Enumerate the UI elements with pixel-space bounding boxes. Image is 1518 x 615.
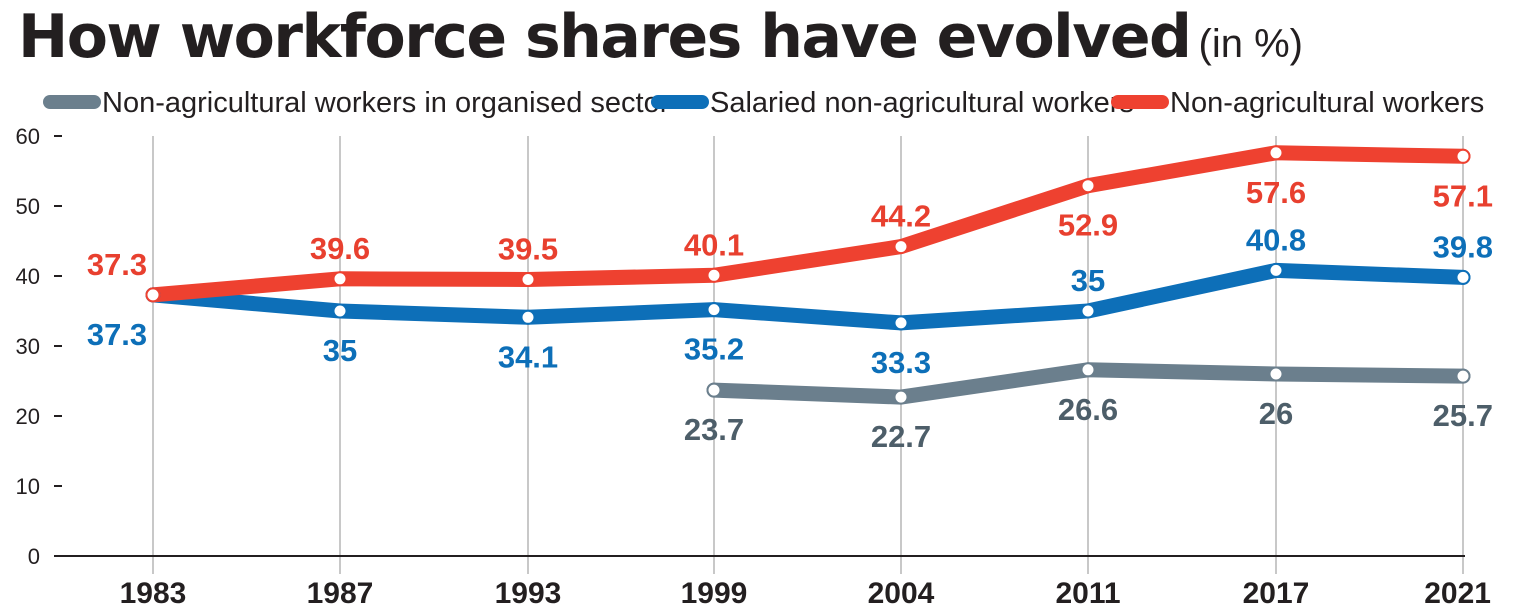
data-label-non-agricultural-workers-in-organised-sector: 26 bbox=[1259, 396, 1293, 431]
data-label-non-agricultural-workers-in-organised-sector: 26.6 bbox=[1058, 392, 1118, 427]
x-tick-label: 2004 bbox=[868, 577, 935, 610]
series-points bbox=[145, 145, 1471, 405]
data-label-non-agricultural-workers-in-organised-sector: 25.7 bbox=[1433, 398, 1493, 433]
data-label-non-agricultural-workers: 57.6 bbox=[1246, 175, 1306, 210]
chart-title-unit: (in %) bbox=[1198, 22, 1303, 66]
grid bbox=[152, 136, 1464, 574]
data-label-non-agricultural-workers-in-organised-sector: 22.7 bbox=[871, 419, 931, 454]
data-point-salaried-non-agricultural-workers bbox=[706, 302, 722, 318]
data-point-non-agricultural-workers-in-organised-sector bbox=[1268, 366, 1284, 382]
data-point-non-agricultural-workers-in-organised-sector bbox=[1455, 368, 1471, 384]
x-axis: 1983 1987 1993 1999 2004 2011 2017 2021 bbox=[120, 577, 1491, 610]
data-point-salaried-non-agricultural-workers bbox=[332, 303, 348, 319]
data-point-salaried-non-agricultural-workers bbox=[1080, 303, 1096, 319]
data-point-salaried-non-agricultural-workers bbox=[520, 309, 536, 325]
series-line-salaried-non-agricultural-workers bbox=[145, 262, 1471, 331]
x-tick-label: 1993 bbox=[495, 577, 562, 610]
y-tick-label: 50 bbox=[16, 194, 40, 219]
data-label-non-agricultural-workers: 39.6 bbox=[310, 231, 370, 266]
data-point-salaried-non-agricultural-workers bbox=[893, 315, 909, 331]
data-label-non-agricultural-workers: 44.2 bbox=[871, 199, 931, 234]
x-tick-label: 2021 bbox=[1424, 577, 1491, 610]
data-point-non-agricultural-workers-in-organised-sector bbox=[1080, 362, 1096, 378]
y-tick-label: 20 bbox=[16, 404, 40, 429]
x-tick-label: 2017 bbox=[1243, 577, 1310, 610]
x-tick-label: 2011 bbox=[1055, 577, 1120, 610]
data-point-non-agricultural-workers bbox=[893, 239, 909, 255]
legend-label-non-agricultural-workers: Non-agricultural workers bbox=[1170, 87, 1484, 119]
data-point-non-agricultural-workers bbox=[145, 287, 161, 303]
data-labels: 23.7 22.7 26.6 26 25.7 37.3 35 34.1 35.2 33.3 35 40… bbox=[87, 175, 1493, 454]
y-axis: 0 10 20 30 40 50 60 bbox=[16, 124, 1465, 569]
data-point-non-agricultural-workers bbox=[332, 271, 348, 287]
legend-label-salaried-non-agricultural-workers: Salaried non-agricultural workers bbox=[710, 87, 1134, 119]
data-label-non-agricultural-workers: 40.1 bbox=[684, 227, 744, 262]
y-tick-label: 40 bbox=[16, 264, 40, 289]
data-label-non-agricultural-workers: 37.3 bbox=[87, 247, 147, 282]
legend-label-non-agricultural-workers-in-organised-sector: Non-agricultural workers in organised se… bbox=[102, 87, 670, 119]
data-label-salaried-non-agricultural-workers: 35 bbox=[1071, 263, 1105, 298]
data-point-salaried-non-agricultural-workers bbox=[1268, 262, 1284, 278]
data-label-salaried-non-agricultural-workers: 37.3 bbox=[87, 317, 147, 352]
data-label-salaried-non-agricultural-workers: 39.8 bbox=[1433, 229, 1493, 264]
data-label-salaried-non-agricultural-workers: 40.8 bbox=[1246, 222, 1306, 257]
data-label-non-agricultural-workers-in-organised-sector: 23.7 bbox=[684, 412, 744, 447]
data-point-non-agricultural-workers bbox=[706, 267, 722, 283]
data-label-salaried-non-agricultural-workers: 35 bbox=[323, 333, 357, 368]
data-label-salaried-non-agricultural-workers: 34.1 bbox=[498, 339, 558, 374]
y-tick-label: 0 bbox=[28, 544, 40, 569]
data-label-salaried-non-agricultural-workers: 33.3 bbox=[871, 345, 931, 380]
data-point-non-agricultural-workers-in-organised-sector bbox=[706, 382, 722, 398]
legend: Non-agricultural workers in organised se… bbox=[43, 87, 1484, 119]
data-point-salaried-non-agricultural-workers bbox=[1455, 269, 1471, 285]
y-tick-label: 60 bbox=[16, 124, 40, 149]
x-tick-label: 1987 bbox=[307, 577, 374, 610]
data-point-non-agricultural-workers-in-organised-sector bbox=[893, 389, 909, 405]
data-point-non-agricultural-workers bbox=[520, 272, 536, 287]
y-tick-label: 30 bbox=[16, 334, 40, 359]
data-label-non-agricultural-workers: 52.9 bbox=[1058, 208, 1118, 243]
chart-title: How workforce shares have evolved (in %) bbox=[18, 2, 1303, 72]
data-point-non-agricultural-workers bbox=[1268, 145, 1284, 161]
data-label-non-agricultural-workers: 39.5 bbox=[498, 232, 558, 267]
data-point-non-agricultural-workers bbox=[1080, 178, 1096, 194]
series-line-non-agricultural-workers bbox=[145, 145, 1471, 303]
y-tick-label: 10 bbox=[16, 474, 40, 499]
x-tick-label: 1983 bbox=[120, 577, 187, 610]
data-label-salaried-non-agricultural-workers: 35.2 bbox=[684, 332, 744, 367]
data-label-non-agricultural-workers: 57.1 bbox=[1433, 178, 1493, 213]
x-tick-label: 1999 bbox=[681, 577, 748, 610]
data-point-non-agricultural-workers bbox=[1455, 148, 1471, 164]
chart-title-main: How workforce shares have evolved bbox=[18, 2, 1192, 72]
